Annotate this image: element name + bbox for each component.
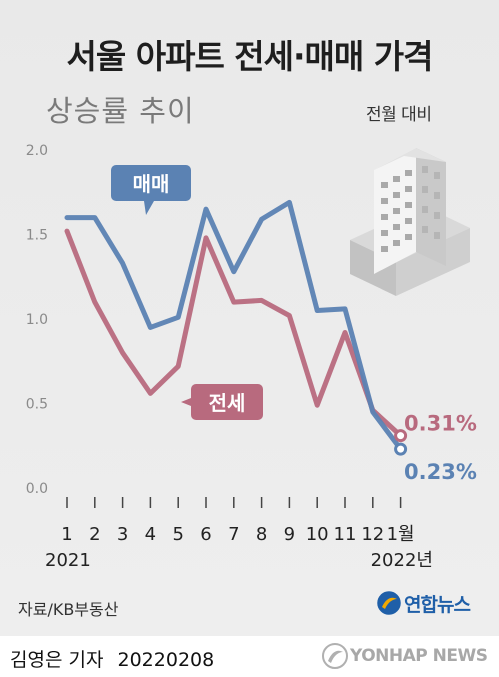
footer-bar — [0, 636, 499, 677]
chart-panel — [0, 0, 499, 636]
end-value-label: 0.23% — [404, 460, 477, 484]
source-note: 자료/KB부동산 — [18, 600, 119, 619]
byline: 김영은 기자 20220208 — [10, 645, 214, 672]
building-illustration — [350, 148, 470, 296]
x-tick-label: 9 — [284, 524, 295, 545]
x-tick-label: 2 — [89, 524, 100, 545]
series-line-maemae — [64, 199, 404, 452]
yonhap-watermark-icon — [322, 643, 348, 669]
y-tick-label: 1.0 — [26, 312, 48, 328]
end-point-marker — [394, 429, 408, 443]
chart-subtitle: 상승률 추이 — [46, 94, 195, 128]
legend-callout-maemae: 매매 — [111, 165, 191, 215]
publish-date: 20220208 — [117, 649, 215, 671]
y-tick-label: 0.0 — [26, 481, 48, 497]
year-label: 2022년 — [371, 550, 433, 571]
x-tick-label: 3 — [117, 524, 128, 545]
yonhap-watermark-text: YONHAP NEWS — [350, 646, 488, 666]
yonhap-globe-icon — [377, 591, 401, 615]
x-tick-label: 1월 — [387, 524, 415, 545]
yonhap-watermark: YONHAP NEWS — [320, 641, 492, 671]
unit-label: 전월 대비 — [366, 105, 432, 125]
chart-title: 서울 아파트 전세·매매 가격 — [66, 37, 434, 76]
y-tick-label: 1.5 — [26, 228, 48, 244]
x-tick-label: 12 — [361, 524, 384, 545]
end-value-label: 0.31% — [404, 412, 477, 436]
x-tick-label: 7 — [228, 524, 239, 545]
end-point-marker — [394, 442, 408, 456]
x-tick-label: 10 — [306, 524, 329, 545]
x-tick-label: 6 — [200, 524, 211, 545]
series-line-jeonse — [64, 228, 404, 439]
x-tick-label: 5 — [172, 524, 183, 545]
reporter-name: 김영은 기자 — [10, 649, 104, 671]
agency-logo-text: 연합뉴스 — [404, 593, 471, 616]
x-tick-label: 4 — [145, 524, 156, 545]
agency-logo: 연합뉴스 — [376, 586, 471, 620]
legend-label-maemae: 매매 — [133, 172, 170, 196]
y-tick-label: 0.5 — [26, 397, 48, 413]
x-tick-label: 11 — [334, 524, 357, 545]
y-tick-label: 2.0 — [26, 143, 48, 159]
year-label: 2021 — [45, 550, 91, 571]
x-tick-label: 1 — [61, 524, 72, 545]
x-tick-label: 8 — [256, 524, 267, 545]
legend-label-jeonse: 전세 — [209, 391, 246, 415]
legend-callout-jeonse: 전세 — [181, 384, 263, 420]
